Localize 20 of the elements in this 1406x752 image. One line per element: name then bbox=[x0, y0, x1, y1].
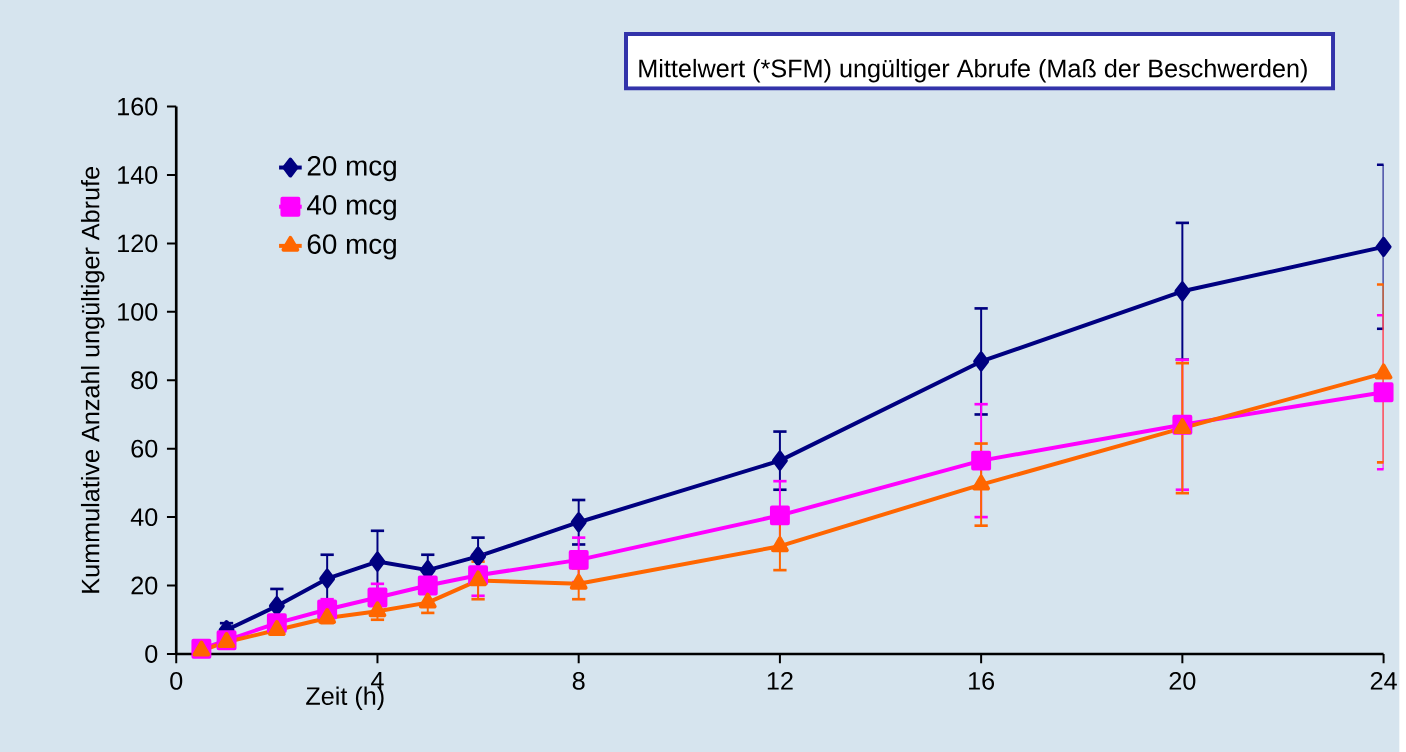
x-tick-label: 12 bbox=[767, 671, 793, 690]
y-tick-label: 20 bbox=[131, 576, 158, 595]
y-tick-label: 60 bbox=[131, 439, 158, 458]
y-axis-title: Kummulative Anzahl ungültiger Abrufe bbox=[80, 166, 105, 593]
x-tick-label: 24 bbox=[1370, 671, 1397, 690]
x-tick-label: 0 bbox=[170, 671, 183, 690]
legend-label: 20 mcg bbox=[307, 155, 396, 181]
x-tick-label: 16 bbox=[969, 671, 995, 690]
x-tick-label: 20 bbox=[1169, 671, 1196, 690]
y-tick-label: 80 bbox=[131, 371, 158, 389]
y-tick-label: 0 bbox=[145, 644, 158, 663]
y-tick-label: 120 bbox=[118, 234, 158, 253]
y-tick-label: 100 bbox=[118, 302, 158, 321]
x-tick-label: 8 bbox=[572, 671, 585, 690]
chart-title: Mittelwert (*SFM) ungültiger Abrufe (Maß der Beschwerden) bbox=[639, 58, 1307, 83]
y-tick-label: 160 bbox=[118, 97, 158, 116]
legend-label: 60 mcg bbox=[307, 234, 396, 260]
y-tick-label: 40 bbox=[130, 507, 158, 526]
legend-label: 40 mcg bbox=[307, 194, 396, 221]
y-tick-label: 140 bbox=[118, 165, 158, 184]
